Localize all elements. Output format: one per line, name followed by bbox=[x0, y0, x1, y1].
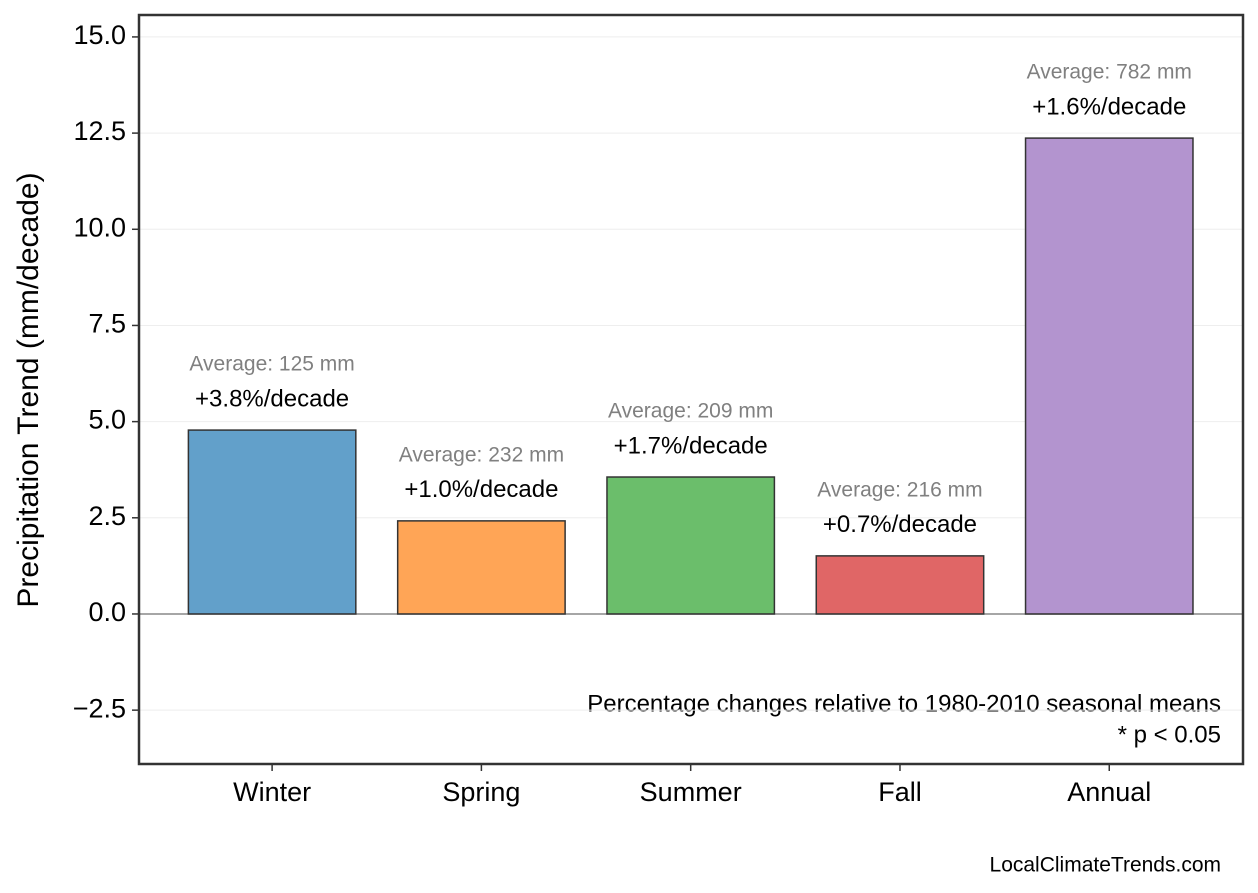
y-tick-label: 0.0 bbox=[88, 597, 126, 627]
average-label: Average: 782 mm bbox=[1027, 61, 1192, 84]
y-tick-label: 7.5 bbox=[88, 309, 126, 339]
average-label: Average: 216 mm bbox=[817, 478, 982, 501]
trend-label: +1.7%/decade bbox=[614, 432, 768, 459]
annotation: Percentage changes relative to 1980-2010… bbox=[587, 690, 1221, 717]
trend-label: +0.7%/decade bbox=[823, 511, 977, 538]
y-tick-label: 2.5 bbox=[88, 501, 126, 531]
average-label: Average: 232 mm bbox=[399, 443, 564, 466]
average-label: Average: 125 mm bbox=[189, 353, 354, 376]
bar bbox=[187, 429, 357, 615]
bar bbox=[815, 555, 985, 615]
y-tick-label: 15.0 bbox=[73, 20, 126, 50]
y-tick-label: 12.5 bbox=[73, 116, 126, 146]
y-tick-label: 5.0 bbox=[88, 405, 126, 435]
source: LocalClimateTrends.com bbox=[990, 854, 1221, 877]
x-tick-label: Fall bbox=[878, 777, 922, 807]
x-tick-label: Winter bbox=[233, 777, 311, 807]
y-tick-label: 10.0 bbox=[73, 212, 126, 242]
y-tick-label: −2.5 bbox=[73, 693, 126, 723]
average-label: Average: 209 mm bbox=[608, 400, 773, 423]
trend-label: +1.0%/decade bbox=[404, 476, 558, 503]
bar bbox=[1024, 137, 1194, 615]
trend-label: +3.8%/decade bbox=[195, 385, 349, 412]
bar bbox=[396, 520, 566, 615]
trend-label: +1.6%/decade bbox=[1032, 93, 1186, 120]
x-tick-label: Annual bbox=[1067, 777, 1151, 807]
y-axis-label: Precipitation Trend (mm/decade) bbox=[12, 172, 45, 607]
plot-frame bbox=[137, 13, 1245, 766]
annotation: * p < 0.05 bbox=[1118, 721, 1221, 748]
bar bbox=[606, 476, 776, 615]
x-tick-label: Summer bbox=[640, 777, 742, 807]
x-tick-label: Spring bbox=[442, 777, 520, 807]
